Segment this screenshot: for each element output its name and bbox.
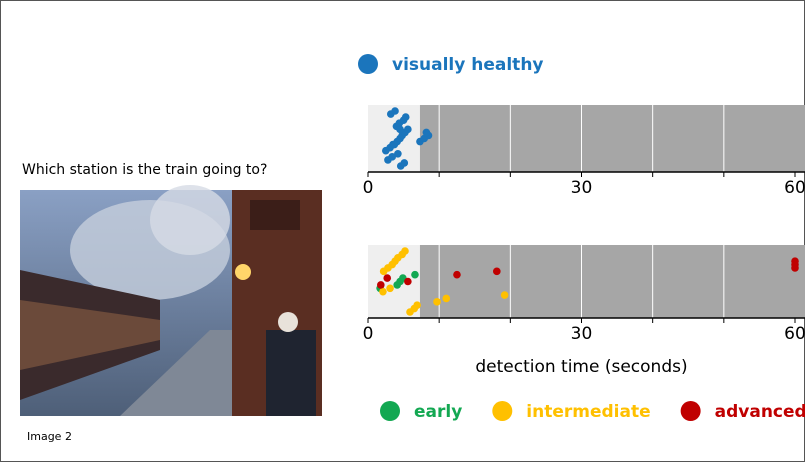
data-point — [433, 298, 441, 306]
photo — [20, 185, 322, 416]
x-axis-label: detection time (seconds) — [475, 357, 687, 377]
plot-area — [368, 105, 805, 172]
data-point — [400, 159, 409, 167]
data-point — [377, 281, 385, 289]
legend-marker — [492, 401, 513, 421]
data-point — [379, 287, 387, 296]
x-tick-label: 60 — [784, 324, 805, 344]
data-point — [413, 301, 421, 310]
data-point — [500, 291, 509, 299]
plot-area — [368, 245, 805, 318]
legend-marker — [380, 401, 400, 421]
data-point — [396, 125, 404, 134]
data-point — [391, 107, 399, 115]
question: Which station is the train going to? — [22, 162, 267, 178]
x-tick-label: 0 — [363, 324, 374, 344]
data-point — [404, 277, 412, 286]
x-tick-label: 30 — [571, 178, 593, 198]
data-point — [453, 270, 461, 279]
data-point — [388, 153, 396, 161]
data-point — [386, 284, 394, 293]
data-point — [404, 125, 412, 134]
legend-label: early — [414, 402, 462, 422]
x-tick-label: 0 — [363, 178, 374, 198]
data-point — [422, 128, 431, 137]
data-point — [401, 247, 409, 255]
image-caption: Image 2 — [27, 430, 72, 443]
data-point — [791, 257, 799, 265]
legend-label: intermediate — [526, 402, 650, 422]
legend-marker — [680, 401, 701, 421]
data-point — [442, 294, 451, 303]
data-point — [383, 274, 392, 282]
x-tick-label: 60 — [784, 178, 805, 198]
shade-region — [368, 105, 420, 172]
data-point — [493, 267, 501, 276]
legend-label: visually healthy — [392, 55, 544, 75]
x-tick-label: 30 — [571, 324, 593, 344]
data-point — [390, 140, 399, 149]
data-point — [394, 149, 402, 158]
data-point — [401, 113, 410, 121]
legend-label: advanced — [715, 402, 805, 422]
data-point — [411, 270, 419, 279]
legend-marker — [358, 54, 378, 74]
